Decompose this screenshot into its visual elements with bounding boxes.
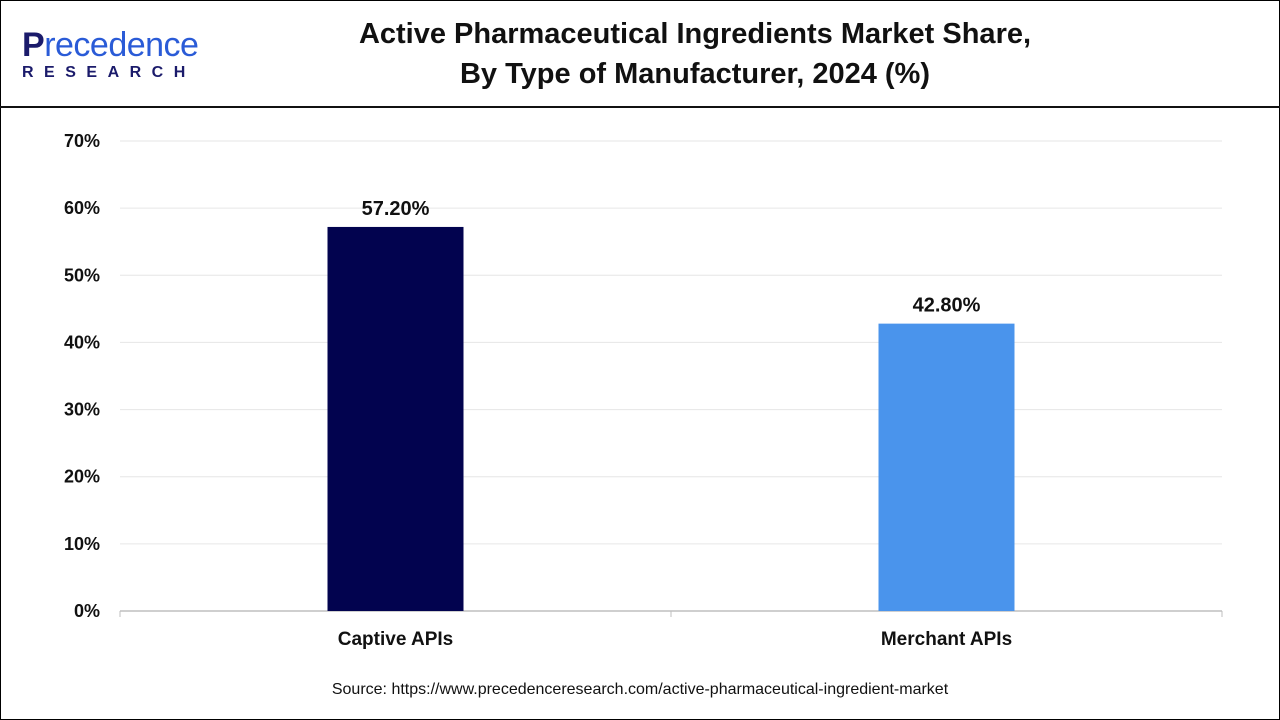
x-category-label: Merchant APIs (881, 629, 1012, 650)
data-label: 57.20% (362, 198, 430, 220)
logo: Precedence RESEARCH (22, 26, 199, 82)
bar-merchant-apis (878, 323, 1015, 611)
y-tick-label: 20% (64, 467, 100, 487)
y-tick-label: 0% (74, 601, 100, 621)
title-line-2: By Type of Manufacturer, 2024 (%) (459, 58, 931, 90)
y-tick-label: 30% (64, 400, 100, 420)
source-note: Source: https://www.precedenceresearch.c… (331, 681, 949, 698)
title-line-1: Active Pharmaceutical Ingredients Market… (358, 18, 1032, 50)
y-tick-label: 10% (64, 534, 100, 554)
logo-text: recedence (44, 26, 199, 64)
header-divider (0, 106, 1280, 108)
y-tick-label: 40% (64, 332, 100, 352)
x-category-label: Captive APIs (338, 629, 453, 650)
chart-title: Active Pharmaceutical Ingredients Market… (300, 14, 1090, 94)
logo-subtext: RESEARCH (22, 64, 196, 81)
bar-captive-apis (327, 226, 464, 611)
y-tick-label: 70% (64, 131, 100, 151)
y-tick-label: 50% (64, 265, 100, 285)
data-label: 42.80% (913, 295, 981, 317)
y-tick-label: 60% (64, 198, 100, 218)
logo-initial: P (22, 26, 45, 64)
